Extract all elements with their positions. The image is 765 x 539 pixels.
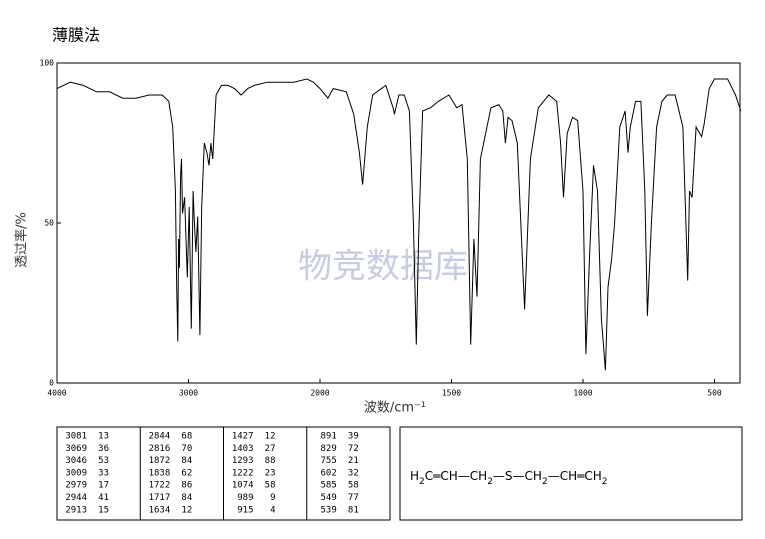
peak-wavenumber: 539 <box>320 505 336 515</box>
peak-wavenumber: 2913 <box>65 505 87 515</box>
peak-wavenumber: 1872 <box>149 456 171 466</box>
peak-transmittance: 81 <box>348 505 359 515</box>
peak-transmittance: 4 <box>270 505 275 515</box>
peak-transmittance: 32 <box>348 468 359 478</box>
peak-transmittance: 53 <box>98 456 109 466</box>
formula-subscript: 2 <box>542 477 548 487</box>
peak-wavenumber: 2816 <box>149 444 171 454</box>
peak-wavenumber: 1293 <box>232 456 254 466</box>
x-axis-label: 波数/cm⁻¹ <box>364 401 426 416</box>
peak-transmittance: 15 <box>98 505 109 515</box>
peak-wavenumber: 2979 <box>65 481 87 491</box>
peak-wavenumber: 891 <box>320 432 336 442</box>
x-tick-label: 500 <box>707 389 722 398</box>
peak-transmittance: 12 <box>265 432 276 442</box>
peak-wavenumber: 3009 <box>65 468 87 478</box>
peak-transmittance: 77 <box>348 493 359 503</box>
peak-transmittance: 33 <box>98 468 109 478</box>
formula-text: —CH═CH <box>548 469 602 483</box>
peak-wavenumber: 602 <box>320 468 336 478</box>
peak-wavenumber: 549 <box>320 493 336 503</box>
y-axis-label: 透过率/% <box>14 212 30 268</box>
formula-text: H <box>410 469 419 483</box>
peak-transmittance: 9 <box>270 493 275 503</box>
chart-title: 薄膜法 <box>52 26 100 45</box>
peak-transmittance: 17 <box>98 481 109 491</box>
formula: H2C═CH—CH2—S—CH2—CH═CH2 <box>410 469 607 487</box>
peak-wavenumber: 1634 <box>149 505 171 515</box>
formula-subscript: 2 <box>419 477 425 487</box>
x-tick-label: 3000 <box>179 389 198 398</box>
peak-transmittance: 68 <box>181 432 192 442</box>
x-tick-label: 1000 <box>573 389 592 398</box>
peak-transmittance: 86 <box>181 481 192 491</box>
peak-transmittance: 84 <box>181 493 192 503</box>
x-tick-label: 2000 <box>310 389 329 398</box>
x-tick-label: 4000 <box>47 389 66 398</box>
formula-text: C═CH—CH <box>425 469 487 483</box>
peak-wavenumber: 989 <box>237 493 253 503</box>
peak-transmittance: 88 <box>265 456 276 466</box>
peak-wavenumber: 1722 <box>149 481 171 491</box>
spectrum-line <box>56 78 742 371</box>
peak-wavenumber: 1403 <box>232 444 254 454</box>
formula-subscript: 2 <box>487 477 493 487</box>
peak-wavenumber: 1222 <box>232 468 254 478</box>
peak-wavenumber: 1427 <box>232 432 254 442</box>
y-tick-label: 100 <box>40 59 55 68</box>
peak-transmittance: 23 <box>265 468 276 478</box>
peak-transmittance: 58 <box>348 481 359 491</box>
peak-wavenumber: 2844 <box>149 432 171 442</box>
peak-transmittance: 84 <box>181 456 192 466</box>
peak-wavenumber: 585 <box>320 481 336 491</box>
structure-box <box>399 426 743 521</box>
peak-transmittance: 13 <box>98 432 109 442</box>
peak-transmittance: 62 <box>181 468 192 478</box>
peak-wavenumber: 1838 <box>149 468 171 478</box>
peak-transmittance: 36 <box>98 444 109 454</box>
peak-wavenumber: 829 <box>320 444 336 454</box>
peak-wavenumber: 2944 <box>65 493 87 503</box>
formula-subscript: 2 <box>602 477 608 487</box>
peak-transmittance: 41 <box>98 493 109 503</box>
peak-transmittance: 21 <box>348 456 359 466</box>
y-tick-label: 0 <box>49 379 54 388</box>
peak-wavenumber: 755 <box>320 456 336 466</box>
watermark: 物竞数据库 <box>298 247 468 287</box>
peak-transmittance: 70 <box>181 444 192 454</box>
peak-wavenumber: 3046 <box>65 456 87 466</box>
peak-wavenumber: 915 <box>237 505 253 515</box>
peak-wavenumber: 1074 <box>232 481 254 491</box>
peak-wavenumber: 1717 <box>149 493 171 503</box>
peak-transmittance: 72 <box>348 444 359 454</box>
peak-transmittance: 58 <box>265 481 276 491</box>
peak-transmittance: 39 <box>348 432 359 442</box>
formula-text: —S—CH <box>493 469 542 483</box>
peak-wavenumber: 3081 <box>65 432 87 442</box>
peak-transmittance: 27 <box>265 444 276 454</box>
peak-transmittance: 12 <box>181 505 192 515</box>
plot-frame <box>56 62 741 384</box>
x-tick-label: 1500 <box>442 389 461 398</box>
peak-wavenumber: 3069 <box>65 444 87 454</box>
y-tick-label: 50 <box>44 219 54 228</box>
